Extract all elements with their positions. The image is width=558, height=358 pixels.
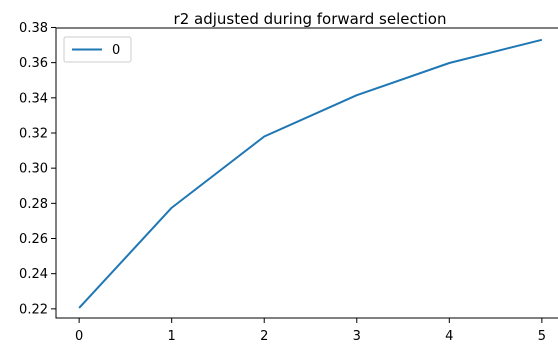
x-tick-label: 5 — [538, 329, 546, 344]
chart-title: r2 adjusted during forward selection — [174, 10, 447, 28]
x-tick-label: 4 — [445, 329, 453, 344]
y-tick-label: 0.38 — [19, 21, 48, 36]
y-tick-label: 0.34 — [19, 91, 48, 106]
y-tick-label: 0.30 — [19, 162, 48, 177]
legend: 0 — [64, 37, 131, 62]
plot-frame — [56, 28, 558, 318]
x-axis: 0 1 2 3 4 5 — [75, 318, 546, 344]
series-layer — [79, 40, 542, 308]
y-axis: 0.22 0.24 0.26 0.28 0.30 0.32 0.34 0.36 0.38 — [19, 21, 56, 317]
y-tick-label: 0.26 — [19, 232, 48, 247]
series-line-0 — [79, 40, 542, 308]
y-tick-label: 0.22 — [19, 302, 48, 317]
legend-label-series-0: 0 — [112, 43, 120, 58]
y-tick-label: 0.28 — [19, 197, 48, 212]
x-tick-label: 2 — [260, 329, 268, 344]
y-tick-label: 0.24 — [19, 267, 48, 282]
y-tick-label: 0.32 — [19, 126, 48, 141]
x-tick-label: 3 — [353, 329, 361, 344]
x-tick-label: 1 — [168, 329, 176, 344]
x-tick-label: 0 — [75, 329, 83, 344]
y-tick-label: 0.36 — [19, 56, 48, 71]
